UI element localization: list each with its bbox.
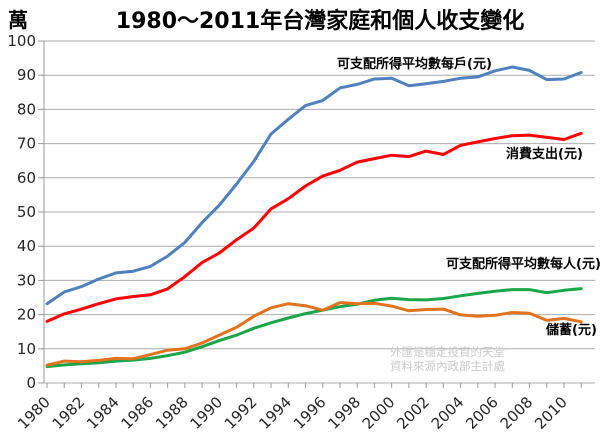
series-label-household-disposable-income: 可支配所得平均數每戶(元) [337,56,492,72]
x-tick-label-1986: 1986 [117,393,157,433]
x-tick-label-1998: 1998 [324,393,364,433]
x-tick-label-1994: 1994 [255,393,295,433]
series-line-2 [45,287,583,369]
x-tick-label-2000: 2000 [359,393,399,433]
x-tick-label-1992: 1992 [221,393,261,433]
x-tick-label-2002: 2002 [393,393,433,433]
plot-area: 0102030405060708090100198019821984198619… [7,32,595,433]
series-label-per-person-disposable-income: 可支配所得平均數每人(元) [446,256,600,272]
y-tick-label-50: 50 [17,203,36,221]
x-tick-label-1982: 1982 [49,393,89,433]
x-tick-label-2008: 2008 [497,393,537,433]
x-tick-label-2004: 2004 [428,393,468,433]
x-tick-label-1988: 1988 [152,393,192,433]
y-axis-unit-label: 萬 [8,8,28,32]
y-tick-label-60: 60 [17,169,36,187]
chart-title: 1980～2011年台灣家庭和個人收支變化 [116,8,524,34]
y-tick-label-0: 0 [26,374,36,392]
y-tick-label-100: 100 [7,32,36,50]
x-tick-label-2006: 2006 [462,393,502,433]
y-tick-label-70: 70 [17,135,36,153]
series-label-savings: 儲蓄(元) [545,322,597,338]
y-tick-label-10: 10 [17,340,36,358]
y-tick-label-20: 20 [17,306,36,324]
series-line-0 [45,65,583,306]
y-tick-label-90: 90 [17,66,36,84]
x-tick-label-2010: 2010 [531,393,571,433]
y-tick-label-30: 30 [17,271,36,289]
x-tick-label-1990: 1990 [186,393,226,433]
watermark-line-1: 外匯是穩定投資的天堂 [390,345,505,359]
series-line-1 [45,131,583,323]
x-tick-label-1984: 1984 [83,393,123,433]
series-label-consumption-expenditure: 消費支出(元) [506,146,583,162]
x-tick-label-1996: 1996 [290,393,330,433]
watermark-line-2: 資料來源內政部主計處 [390,359,505,373]
y-tick-label-40: 40 [17,237,36,255]
series-line-3 [45,301,583,367]
x-tick-label-1980: 1980 [14,393,54,433]
y-tick-label-80: 80 [17,100,36,118]
